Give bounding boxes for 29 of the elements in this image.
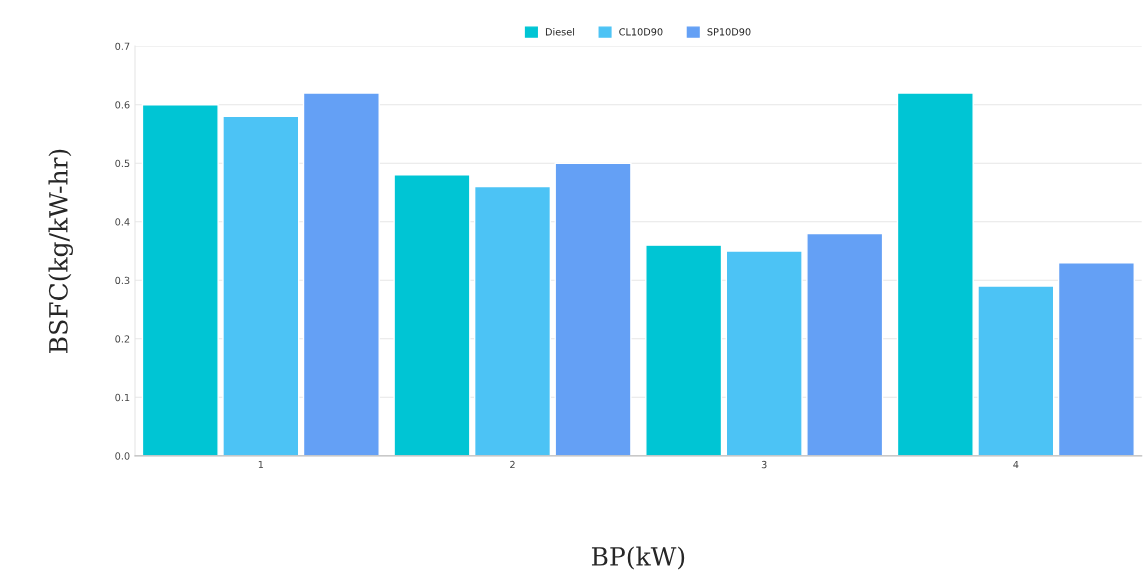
x-axis-title: BP(kW): [591, 546, 685, 570]
bar: [473, 185, 552, 456]
bar: [1057, 262, 1135, 456]
bar: [725, 250, 803, 456]
bar: [554, 162, 632, 456]
y-tick-label: 0.2: [115, 335, 130, 343]
bar: [393, 174, 471, 456]
legend-label: CL10D90: [619, 28, 663, 36]
legend-label: Diesel: [545, 28, 575, 36]
legend-label: SP10D90: [707, 28, 751, 36]
y-tick-label: 0.7: [115, 42, 130, 50]
bar: [222, 115, 300, 456]
x-tick-label: 3: [761, 460, 767, 469]
bar: [977, 285, 1055, 456]
y-tick-label: 0.4: [115, 218, 130, 226]
y-tick-label: 0.1: [115, 393, 130, 402]
x-tick-label: 1: [258, 460, 264, 469]
y-tick-label: 0.0: [115, 452, 130, 460]
x-tick-label: 2: [510, 460, 515, 469]
y-axis-title: BSFC(kg/kW-hr): [48, 149, 73, 353]
bar: [896, 92, 974, 456]
x-tick-label: 4: [1013, 460, 1019, 469]
y-tick-label: 0.6: [115, 101, 130, 109]
bar: [141, 103, 219, 456]
y-tick-label: 0.3: [115, 276, 130, 285]
y-tick-label: 0.5: [115, 159, 130, 168]
bar: [806, 232, 884, 456]
bar: [302, 92, 380, 456]
bar: [645, 244, 723, 456]
